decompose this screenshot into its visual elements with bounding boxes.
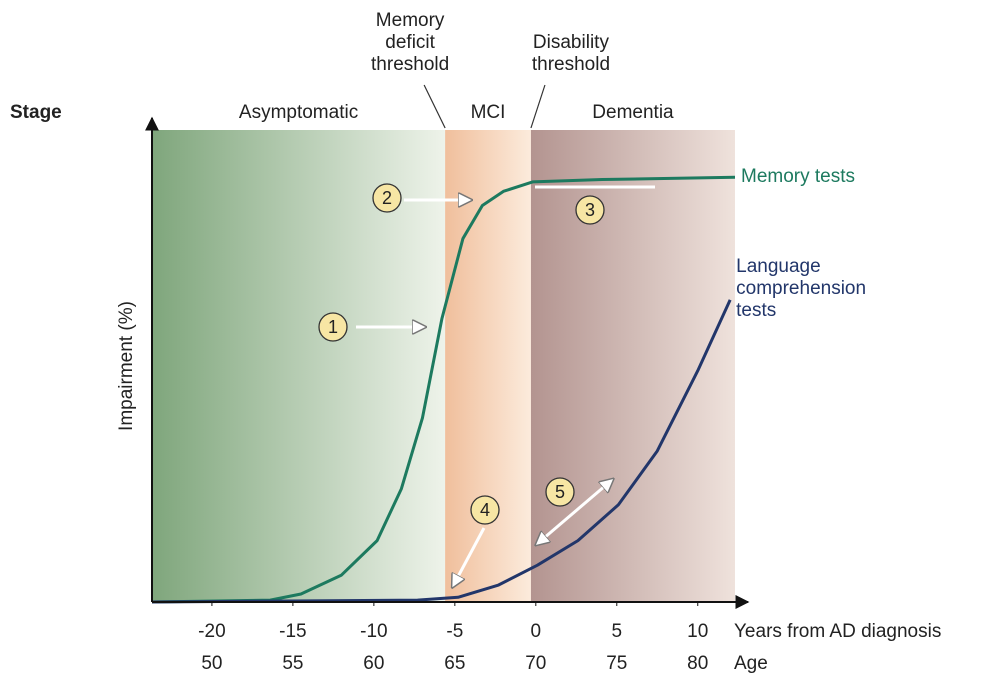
threshold-pointer bbox=[423, 84, 446, 129]
x-axis-label: Years from AD diagnosis bbox=[734, 621, 941, 642]
age-axis-label: Age bbox=[734, 653, 768, 674]
x-tick-label: -10 bbox=[360, 621, 387, 642]
x-tick-label: -5 bbox=[446, 621, 463, 642]
annotation-number: 5 bbox=[555, 482, 565, 502]
series-label: Memory tests bbox=[741, 166, 856, 188]
age-tick-label: 60 bbox=[363, 653, 384, 674]
stage-name: Asymptomatic bbox=[239, 102, 358, 123]
annotation-number: 2 bbox=[382, 188, 392, 208]
stage-name: MCI bbox=[471, 102, 506, 123]
x-tick-label: 5 bbox=[611, 621, 622, 642]
annotation-marker bbox=[545, 477, 575, 507]
age-tick-label: 80 bbox=[687, 653, 708, 674]
age-tick-label: 65 bbox=[444, 653, 465, 674]
arrow bbox=[537, 480, 612, 544]
x-tick-label: -20 bbox=[198, 621, 225, 642]
annotation-number: 4 bbox=[480, 500, 490, 520]
threshold-pointer bbox=[530, 84, 546, 129]
annotation-marker bbox=[470, 495, 500, 525]
series-line bbox=[151, 299, 732, 604]
series-line bbox=[151, 175, 736, 604]
age-tick-label: 70 bbox=[525, 653, 546, 674]
series-label: Language comprehension tests bbox=[736, 255, 867, 321]
y-axis-label: Impairment (%) bbox=[116, 301, 137, 431]
annotation-marker bbox=[318, 312, 348, 342]
age-tick-label: 55 bbox=[282, 653, 303, 674]
stage-name: Dementia bbox=[592, 102, 674, 123]
stage-label: Stage bbox=[10, 102, 62, 123]
annotation-number: 3 bbox=[585, 200, 595, 220]
annotation-marker bbox=[372, 183, 402, 213]
stage-band bbox=[530, 130, 735, 602]
annotation-marker bbox=[575, 195, 605, 225]
x-tick-label: 10 bbox=[687, 621, 708, 642]
threshold-label: Disability threshold bbox=[531, 32, 611, 75]
annotation-number: 1 bbox=[328, 317, 338, 337]
threshold-label: Memory deficit threshold bbox=[371, 10, 450, 75]
annotation-arrows bbox=[356, 185, 655, 586]
arrow bbox=[453, 527, 486, 586]
age-tick-label: 75 bbox=[606, 653, 627, 674]
x-tick-label: 0 bbox=[531, 621, 542, 642]
age-tick-label: 50 bbox=[201, 653, 222, 674]
x-tick-label: -15 bbox=[279, 621, 306, 642]
